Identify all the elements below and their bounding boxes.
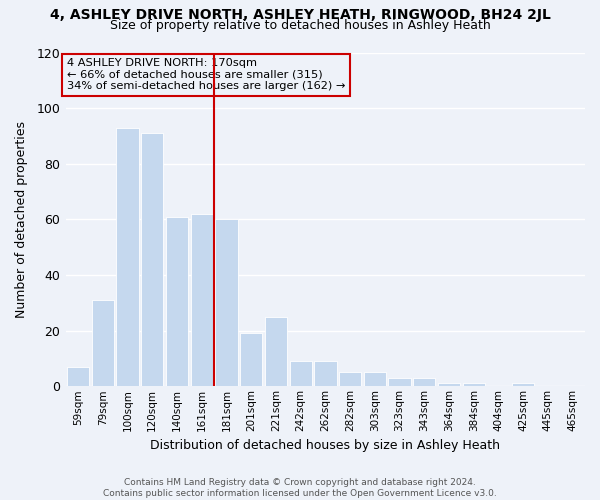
Bar [67, 367, 89, 386]
Bar [290, 361, 312, 386]
Text: Contains HM Land Registry data © Crown copyright and database right 2024.
Contai: Contains HM Land Registry data © Crown c… [103, 478, 497, 498]
Bar [512, 384, 535, 386]
Text: 4 ASHLEY DRIVE NORTH: 170sqm
← 66% of detached houses are smaller (315)
34% of s: 4 ASHLEY DRIVE NORTH: 170sqm ← 66% of de… [67, 58, 346, 92]
X-axis label: Distribution of detached houses by size in Ashley Heath: Distribution of detached houses by size … [151, 440, 500, 452]
Bar [314, 361, 337, 386]
Bar [191, 214, 213, 386]
Bar [463, 384, 485, 386]
Text: Size of property relative to detached houses in Ashley Heath: Size of property relative to detached ho… [110, 19, 490, 32]
Bar [141, 133, 163, 386]
Bar [339, 372, 361, 386]
Bar [215, 220, 238, 386]
Bar [166, 216, 188, 386]
Text: 4, ASHLEY DRIVE NORTH, ASHLEY HEATH, RINGWOOD, BH24 2JL: 4, ASHLEY DRIVE NORTH, ASHLEY HEATH, RIN… [50, 8, 550, 22]
Bar [116, 128, 139, 386]
Bar [240, 334, 262, 386]
Bar [438, 384, 460, 386]
Bar [265, 316, 287, 386]
Bar [92, 300, 114, 386]
Bar [364, 372, 386, 386]
Y-axis label: Number of detached properties: Number of detached properties [15, 121, 28, 318]
Bar [388, 378, 410, 386]
Bar [413, 378, 436, 386]
